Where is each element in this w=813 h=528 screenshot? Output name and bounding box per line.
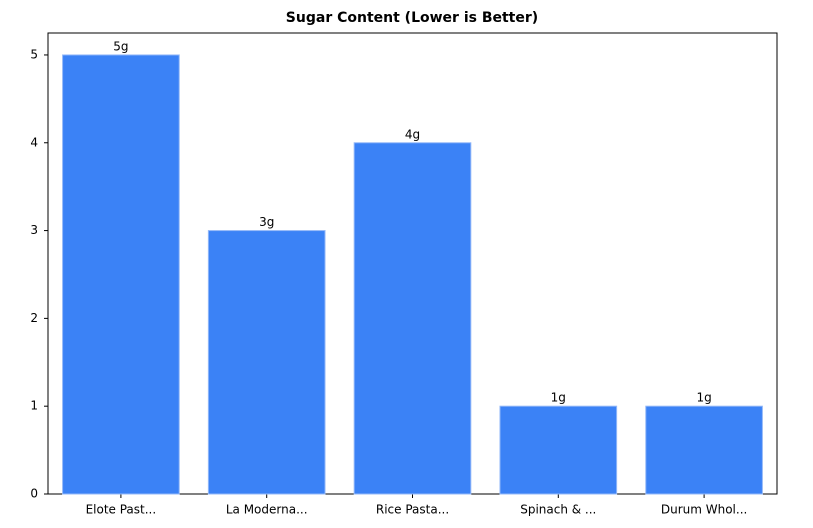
bar [353, 142, 472, 495]
bar [207, 230, 326, 495]
y-tick-label: 4 [30, 135, 38, 149]
value-label: 1g [551, 391, 566, 405]
x-tick-label: Elote Past... [86, 503, 157, 517]
x-tick-label: Spinach & ... [520, 503, 596, 517]
value-label: 1g [696, 391, 711, 405]
x-tick-label: La Moderna... [226, 503, 308, 517]
x-tick-label: Rice Pasta... [376, 503, 449, 517]
value-label: 4g [405, 127, 420, 141]
y-tick-label: 2 [30, 311, 38, 325]
x-tick-label: Durum Whol... [661, 503, 747, 517]
y-tick-label: 1 [30, 399, 38, 413]
y-tick-label: 0 [30, 487, 38, 501]
bar [499, 405, 618, 495]
chart-title: Sugar Content (Lower is Better) [286, 10, 538, 26]
y-tick-label: 3 [30, 223, 38, 237]
bar [645, 405, 763, 495]
y-tick-label: 5 [30, 47, 38, 61]
value-label: 5g [113, 39, 128, 53]
value-label: 3g [259, 215, 274, 229]
bar [62, 54, 180, 495]
